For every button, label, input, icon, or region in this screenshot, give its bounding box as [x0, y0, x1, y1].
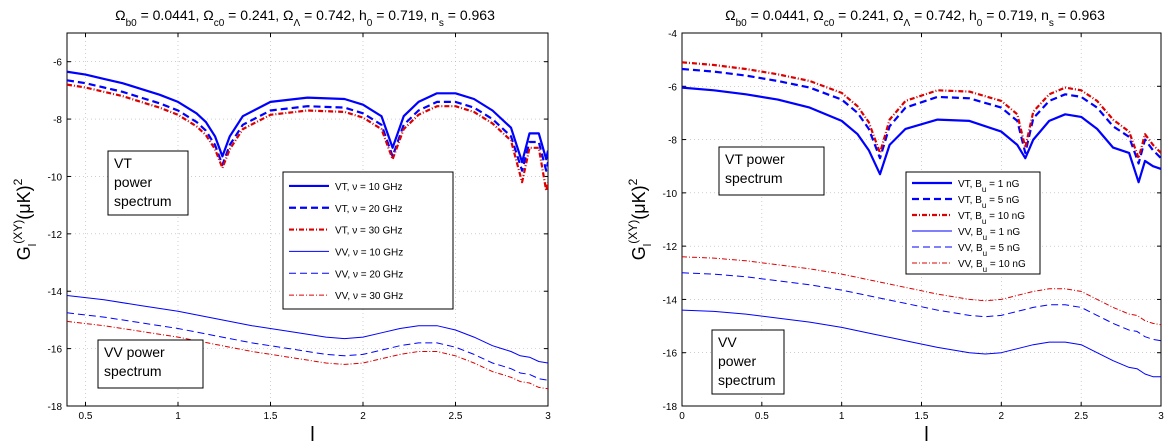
legend-box — [905, 171, 1041, 275]
x-tick-label: 3 — [545, 411, 551, 422]
x-tick-label: 2 — [999, 411, 1005, 422]
x-tick-label: 3 — [1158, 411, 1164, 422]
y-tick-label: -6 — [53, 58, 62, 69]
series-line — [67, 79, 548, 172]
chart-title: Ωb0 = 0.0441, Ωc0 = 0.241, ΩΛ = 0.742, h… — [725, 7, 1105, 29]
annotation-text: power — [718, 353, 756, 369]
annotation-text: spectrum — [718, 372, 776, 388]
annotation-text: spectrum — [725, 170, 783, 186]
legend-label: VT, ν = 30 GHz — [335, 226, 403, 237]
annotation-text: spectrum — [114, 193, 172, 209]
y-tick-label: -6 — [668, 82, 677, 93]
series-line — [67, 70, 548, 164]
series-group — [682, 61, 1161, 378]
plot-frame — [66, 32, 549, 407]
y-tick-label: -8 — [53, 115, 62, 126]
legend-label: VT, Bu = 5 nG — [958, 195, 1020, 210]
y-tick-label: -8 — [668, 136, 677, 147]
annotation-box: VT power spectrum — [107, 150, 189, 216]
x-tick-label: 1 — [839, 411, 845, 422]
series-line — [682, 67, 1161, 165]
legend: VT, ν = 10 GHz VT, ν = 20 GHz VT, ν = 30 G… — [282, 171, 454, 310]
annotation-box: VV power spectrum — [711, 329, 785, 395]
y-tick-label: -14 — [663, 295, 678, 306]
series-line — [682, 256, 1161, 326]
annotation-text: VV power — [104, 344, 165, 360]
y-tick-label: -4 — [668, 29, 677, 40]
y-tick-label: -14 — [48, 287, 63, 298]
x-tick-label: 2.5 — [449, 411, 463, 422]
series-line — [682, 86, 1161, 184]
x-axis-label: l — [310, 424, 314, 442]
annotation-frame — [718, 146, 825, 196]
annotation-box: VV power spectrum — [97, 339, 204, 389]
annotation-box: VT power spectrum — [718, 146, 825, 196]
annotation-text: VT power — [725, 151, 785, 167]
legend-box — [282, 171, 454, 310]
legend-label: VT, Bu = 1 nG — [958, 179, 1020, 194]
legend-label: VT, Bu = 10 nG — [958, 211, 1025, 226]
y-tick-label: -16 — [48, 345, 63, 356]
y-tick-label: -18 — [48, 402, 63, 413]
legend-label: VV, Bu = 10 nG — [958, 259, 1026, 274]
x-tick-label: 2 — [360, 411, 366, 422]
annotation-frame — [97, 339, 204, 389]
annotation-text: spectrum — [104, 363, 162, 379]
annotation-text: power — [114, 174, 152, 190]
x-tick-label: 0 — [679, 411, 685, 422]
legend-label: VV, ν = 20 GHz — [335, 269, 403, 280]
y-axis-label: Gl(XY)(μK)2 — [11, 178, 39, 260]
series-line — [67, 312, 548, 381]
legend-label: VV, Bu = 1 nG — [958, 227, 1020, 242]
y-axis-label: Gl(XY)(μK)2 — [626, 178, 654, 260]
series-line — [682, 309, 1161, 378]
x-tick-label: 1 — [175, 411, 181, 422]
right-chart: Ωb0 = 0.0441, Ωc0 = 0.241, ΩΛ = 0.742, h… — [626, 7, 1164, 442]
legend-label: VV, ν = 10 GHz — [335, 247, 403, 258]
y-tick-label: -10 — [48, 172, 63, 183]
x-tick-label: 0.5 — [755, 411, 769, 422]
series-line — [682, 61, 1161, 160]
annotation-frame — [711, 329, 785, 395]
series-line — [67, 295, 548, 364]
x-axis-label: l — [924, 424, 928, 442]
y-tick-label: -18 — [663, 402, 678, 413]
series-line — [682, 272, 1161, 342]
legend-label: VT, ν = 20 GHz — [335, 204, 403, 215]
series-line — [67, 83, 548, 192]
legend-label: VV, Bu = 5 nG — [958, 243, 1020, 258]
annotation-frame — [107, 150, 189, 216]
annotation-text: VV — [718, 334, 737, 350]
x-tick-label: 1.5 — [264, 411, 278, 422]
chart-title: Ωb0 = 0.0441, Ωc0 = 0.241, ΩΛ = 0.742, h… — [115, 7, 495, 29]
x-tick-label: 1.5 — [915, 411, 929, 422]
y-tick-label: -12 — [663, 242, 678, 253]
annotation-text: VT — [114, 155, 132, 171]
legend-label: VV, ν = 30 GHz — [335, 291, 403, 302]
y-tick-label: -10 — [663, 189, 678, 200]
legend-label: VT, ν = 10 GHz — [335, 182, 403, 193]
y-tick-label: -12 — [48, 230, 63, 241]
x-tick-label: 2.5 — [1074, 411, 1088, 422]
x-tick-label: 0.5 — [79, 411, 93, 422]
left-chart: Ωb0 = 0.0441, Ωc0 = 0.241, ΩΛ = 0.742, h… — [11, 7, 551, 442]
y-tick-label: -16 — [663, 349, 678, 360]
